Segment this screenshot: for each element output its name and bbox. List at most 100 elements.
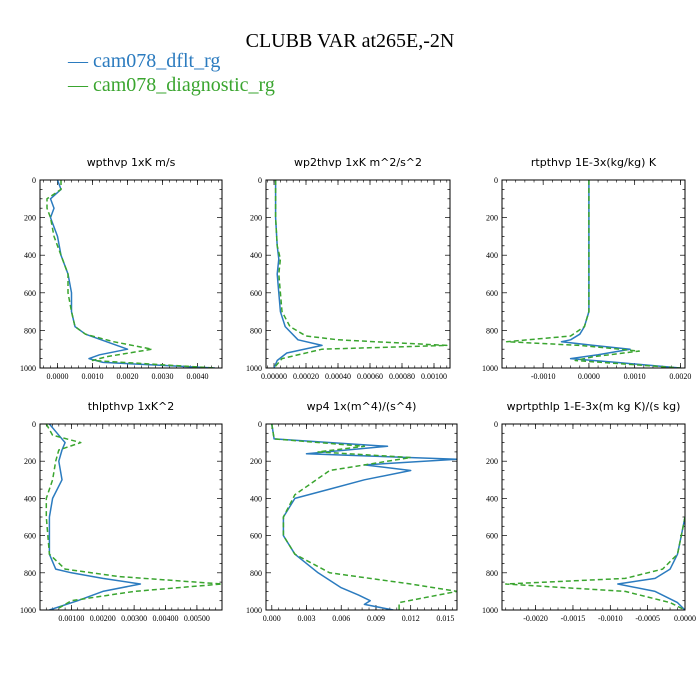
y-tick-label: 400 <box>486 251 498 260</box>
series-line-dflt <box>271 424 457 610</box>
y-tick-label: 800 <box>486 569 498 578</box>
series-line-diagnostic <box>504 516 685 610</box>
y-tick-label: 600 <box>250 289 262 298</box>
x-tick-label: 0.0000 <box>47 372 69 381</box>
x-tick-label: 0.0000 <box>578 372 600 381</box>
x-tick-label: -0.0005 <box>635 614 660 623</box>
figure-title: CLUBB VAR at265E,-2N <box>245 30 455 52</box>
x-tick-label: 0.0020 <box>117 372 139 381</box>
panel-title: wp2thvp 1xK m^2/s^2 <box>294 156 422 169</box>
x-tick-label: 0.00080 <box>389 372 415 381</box>
series-line-diagnostic <box>273 180 448 368</box>
y-tick-label: 0 <box>32 420 36 429</box>
series-line-dflt <box>48 424 142 610</box>
y-tick-label: 600 <box>24 532 36 541</box>
y-tick-label: 200 <box>250 457 262 466</box>
series-group <box>505 180 681 368</box>
y-tick-label: 1000 <box>20 606 36 615</box>
x-tick-label: -0.0015 <box>561 614 586 623</box>
y-tick-label: 200 <box>486 457 498 466</box>
panel-title: rtpthvp 1E-3x(kg/kg) K <box>531 156 657 169</box>
x-tick-label: 0.00000 <box>261 372 287 381</box>
y-tick-label: 400 <box>486 494 498 503</box>
y-tick-label: 200 <box>250 214 262 223</box>
panel-title: thlpthvp 1xK^2 <box>88 400 175 413</box>
series-line-dflt <box>273 180 323 368</box>
panel-title: wp4 1x(m^4)/(s^4) <box>307 400 417 413</box>
x-tick-label: 0.00500 <box>184 614 210 623</box>
y-tick-label: 800 <box>250 326 262 335</box>
plot-frame <box>39 423 223 611</box>
plot-frame <box>39 179 223 369</box>
plot-frame <box>501 423 686 611</box>
y-tick-label: 400 <box>24 251 36 260</box>
plot-frame <box>265 423 458 611</box>
y-tick-label: 1000 <box>246 364 262 373</box>
series-line-dflt <box>560 180 681 368</box>
x-tick-label: 0.0020 <box>669 372 691 381</box>
x-tick-label: 0.0000 <box>674 614 696 623</box>
x-tick-label: 0.00300 <box>121 614 147 623</box>
series-line-diagnostic <box>505 180 681 368</box>
y-tick-label: 400 <box>250 494 262 503</box>
x-tick-label: 0.0010 <box>82 372 104 381</box>
y-tick-label: 0 <box>32 176 36 185</box>
x-tick-label: 0.006 <box>332 614 350 623</box>
y-tick-label: 200 <box>24 457 36 466</box>
x-tick-label: -0.0020 <box>523 614 548 623</box>
y-tick-label: 600 <box>486 289 498 298</box>
y-tick-label: 800 <box>24 569 36 578</box>
panel-6: wprtpthlp 1-E-3x(m kg K)/(s kg) 0 200 400 60… <box>482 400 696 623</box>
panel-2: wp2thvp 1xK m^2/s^2020040060080010000.00… <box>246 156 451 381</box>
y-tick-label: 400 <box>250 251 262 260</box>
x-tick-label: 0.015 <box>436 614 454 623</box>
panel-3: rtpthvp 1E-3x(kg/kg) K 0 200 400 600 800 1000 -… <box>482 156 691 381</box>
y-tick-label: 0 <box>494 176 498 185</box>
panel-4: thlpthvp 1xK^2 0 200 400 600 800 1000 0.00100 0.… <box>20 400 223 623</box>
y-tick-label: 1000 <box>246 606 262 615</box>
x-tick-label: -0.0010 <box>598 614 623 623</box>
legend-entry-dflt: — cam078_dflt_rg <box>68 50 221 72</box>
x-tick-label: 0.0010 <box>624 372 646 381</box>
x-tick-label: 0.003 <box>298 614 316 623</box>
plot-frame <box>265 179 451 369</box>
x-tick-label: 0.000 <box>263 614 281 623</box>
y-tick-label: 600 <box>24 289 36 298</box>
y-tick-label: 200 <box>24 214 36 223</box>
x-tick-label: 0.00200 <box>90 614 116 623</box>
y-tick-label: 800 <box>486 326 498 335</box>
y-tick-label: 1000 <box>20 364 36 373</box>
y-tick-label: 1000 <box>482 364 498 373</box>
x-tick-label: 0.00400 <box>153 614 179 623</box>
x-tick-label: 0.00060 <box>357 372 383 381</box>
series-group <box>504 516 685 610</box>
series-line-dflt <box>49 180 216 368</box>
series-line-diagnostic <box>46 180 216 368</box>
y-tick-label: 800 <box>250 569 262 578</box>
series-group <box>273 180 448 368</box>
panel-1: wpthvp 1xK m/s 0 200 400 600 800 1000 0.0000 0.0… <box>20 156 223 381</box>
y-tick-label: 0 <box>258 176 262 185</box>
y-tick-label: 400 <box>24 494 36 503</box>
x-tick-label: -0.0010 <box>531 372 556 381</box>
y-tick-label: 600 <box>486 532 498 541</box>
x-tick-label: 0.012 <box>402 614 420 623</box>
y-tick-label: 600 <box>250 532 262 541</box>
y-tick-label: 200 <box>486 214 498 223</box>
panel-title: wprtpthlp 1-E-3x(m kg K)/(s kg) <box>507 400 681 413</box>
series-group <box>46 180 216 368</box>
y-tick-label: 0 <box>258 420 262 429</box>
x-tick-label: 0.00040 <box>325 372 351 381</box>
y-tick-label: 800 <box>24 326 36 335</box>
legend-entry-diagnostic: — cam078_diagnostic_rg <box>68 74 275 96</box>
x-tick-label: 0.00100 <box>58 614 84 623</box>
series-line-dflt <box>617 516 685 610</box>
y-tick-label: 1000 <box>482 606 498 615</box>
plot-frame <box>501 179 686 369</box>
x-tick-label: 0.00020 <box>293 372 319 381</box>
x-tick-label: 0.0040 <box>187 372 209 381</box>
x-tick-label: 0.009 <box>367 614 385 623</box>
series-group <box>271 424 457 610</box>
